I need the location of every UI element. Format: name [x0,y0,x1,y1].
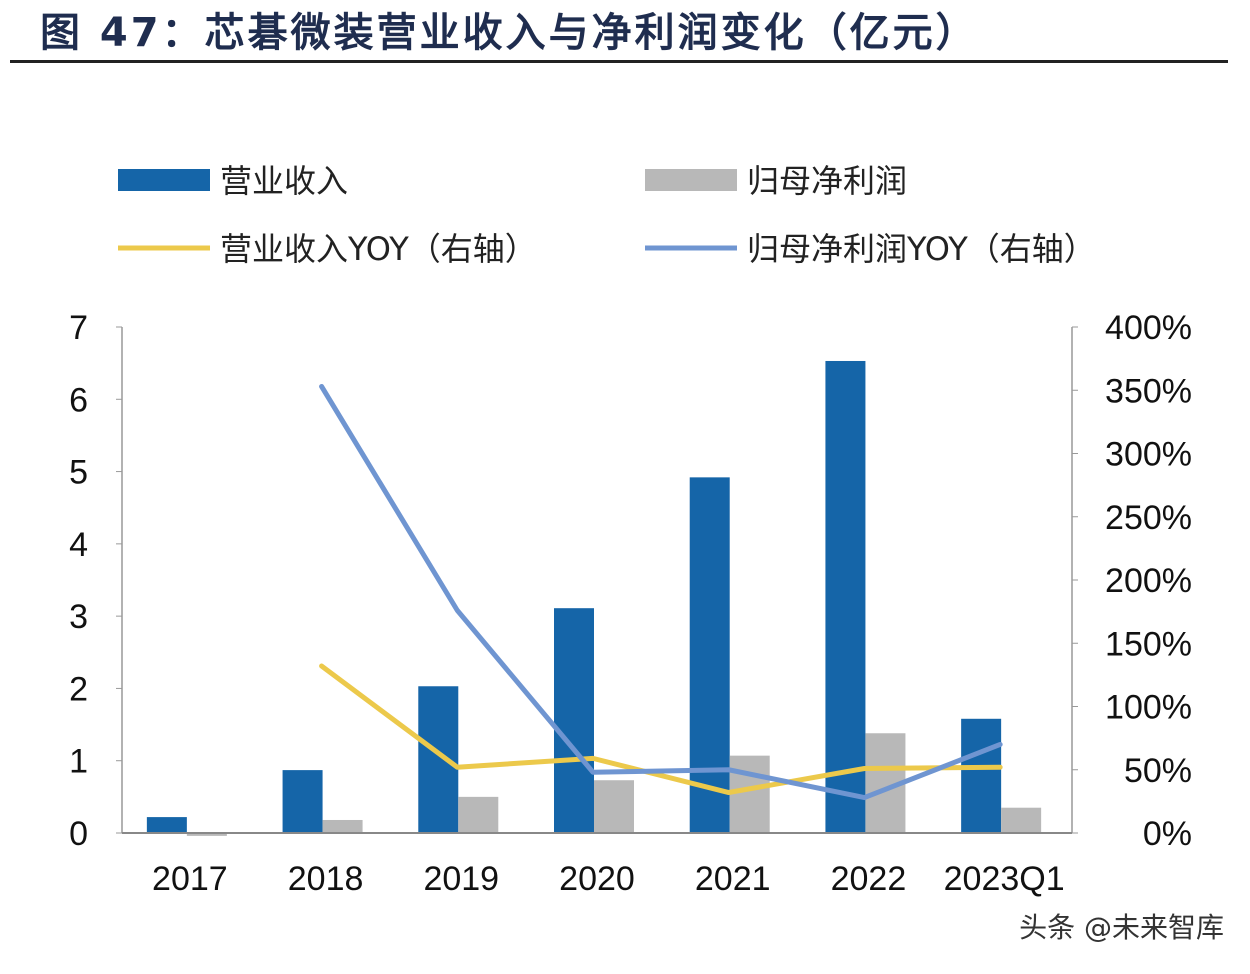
line-net-profit-yoy [319,383,1003,801]
bar-revenue [825,360,866,833]
legend-swatch [118,169,210,191]
x-tick-label: 2022 [831,860,907,898]
x-tick-label: 2023Q1 [944,860,1065,898]
line-revenue-yoy [319,663,1003,796]
left-tick-label: 4 [69,526,88,564]
right-tick-label: 50% [1124,752,1192,790]
legend-label: 归母净利润 [747,162,907,200]
right-tick-label: 350% [1105,372,1192,410]
bar-revenue [961,718,1002,833]
bar-revenue [146,817,187,833]
right-tick-label: 150% [1105,625,1192,663]
legend-label: 营业收入 [220,162,348,200]
x-tick-label: 2018 [288,860,364,898]
bar-net-profit [186,833,227,836]
left-tick-label: 0 [69,815,88,853]
right-tick-label: 400% [1105,309,1192,347]
bar-net-profit [594,780,634,833]
watermark: 头条 @未来智库 [1019,911,1224,944]
left-tick-label: 2 [69,670,88,708]
bar-net-profit [729,755,770,833]
bar-revenue [282,770,323,833]
legend-label: 营业收入YOY（右轴） [220,230,537,268]
bar-revenue [689,477,730,833]
x-tick-label: 2021 [695,860,771,898]
right-tick-label: 300% [1105,436,1192,474]
x-tick-label: 2019 [423,860,499,898]
bar-net-profit [322,819,363,833]
bar-net-profit [1001,807,1042,833]
bar-net-profit [458,796,499,833]
left-tick-label: 5 [69,454,88,492]
left-tick-label: 3 [69,598,88,636]
chart-title: 图 47：芯碁微装营业收入与净利润变化（亿元） [40,10,979,56]
left-tick-label: 1 [69,743,88,781]
bar-revenue [554,608,594,833]
right-tick-label: 200% [1105,562,1192,600]
bar-revenue [418,686,459,833]
legend-swatch [645,169,737,191]
legend-label: 归母净利润YOY（右轴） [747,230,1096,268]
left-tick-label: 7 [69,309,88,347]
left-tick-label: 6 [69,381,88,419]
right-tick-label: 100% [1105,689,1192,727]
right-tick-label: 250% [1105,499,1192,537]
right-tick-label: 0% [1143,815,1192,853]
x-tick-label: 2017 [152,860,228,898]
title-divider [10,60,1228,63]
x-tick-label: 2020 [559,860,635,898]
